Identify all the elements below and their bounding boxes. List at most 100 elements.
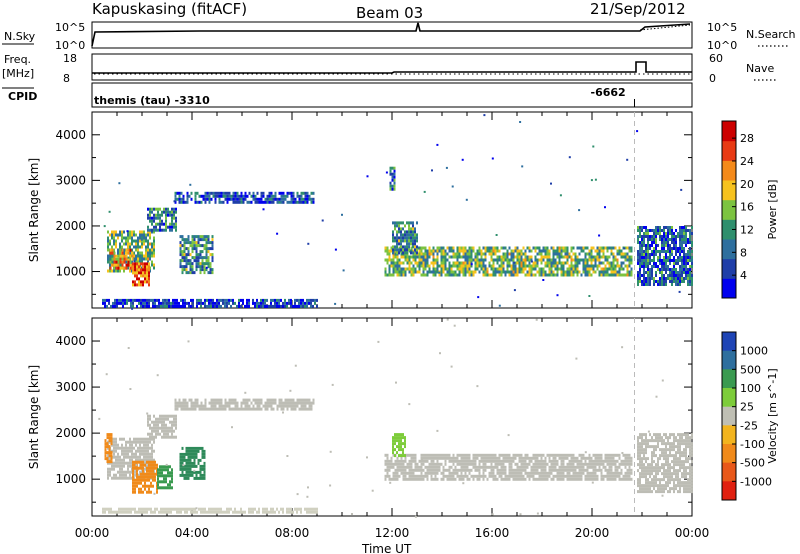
data-cell: [157, 429, 159, 433]
data-cell: [446, 477, 449, 481]
data-cell: [420, 474, 423, 478]
data-cell: [146, 460, 148, 464]
data-cell: [681, 241, 683, 244]
data-cell: [161, 474, 163, 478]
data-cell: [480, 474, 483, 478]
data-cell: [558, 246, 561, 250]
data-cell: [121, 470, 123, 474]
data-cell: [262, 298, 264, 302]
data-cell: [643, 472, 645, 476]
data-cell: [524, 267, 527, 271]
data-cell: [661, 442, 663, 446]
data-cell: [402, 236, 404, 240]
data-cell: [673, 256, 675, 259]
data-cell: [396, 264, 399, 268]
data-cell: [434, 456, 437, 460]
data-cell: [540, 267, 543, 271]
data-cell: [552, 456, 555, 460]
data-cell: [661, 244, 663, 247]
data-cell: [290, 404, 293, 408]
data-cell: [131, 260, 133, 264]
data-cell: [665, 262, 667, 265]
data-cell: [142, 262, 144, 266]
data-cell: [147, 449, 149, 453]
data-cell: [464, 468, 467, 472]
data-cell: [434, 273, 437, 277]
data-cell: [151, 248, 153, 252]
data-cell: [183, 241, 186, 245]
data-cell: [643, 226, 645, 229]
data-cell: [148, 262, 150, 266]
data-cell: [290, 301, 292, 305]
data-cell: [408, 453, 411, 457]
data-cell: [153, 414, 155, 418]
data-cell: [681, 226, 683, 229]
data-cell: [396, 258, 399, 262]
data-cell: [645, 466, 647, 470]
data-cell: [274, 301, 276, 305]
data-cell: [140, 487, 142, 491]
data-cell: [256, 191, 259, 195]
data-cell: [171, 474, 173, 478]
data-cell: [173, 213, 175, 217]
data-cell: [185, 241, 188, 245]
data-cell: [145, 257, 147, 261]
data-cell: [568, 468, 571, 472]
data-cell: [304, 401, 307, 405]
data-cell: [542, 270, 545, 274]
data-cell: [133, 257, 135, 261]
data-cell: [392, 436, 394, 440]
data-cell: [538, 477, 541, 481]
data-cell: [181, 256, 184, 260]
data-cell: [406, 230, 408, 234]
data-cell: [528, 246, 531, 250]
data-cell: [558, 468, 561, 472]
data-cell: [220, 407, 223, 411]
data-cell: [673, 439, 675, 443]
data-cell: [123, 455, 125, 459]
data-cell: [302, 404, 305, 408]
data-cell: [396, 251, 398, 255]
data-cell: [641, 265, 643, 268]
data-cell: [153, 266, 155, 270]
data-cell: [141, 239, 143, 243]
data-cell: [544, 252, 547, 256]
data-cell: [386, 453, 389, 457]
data-cell: [518, 261, 521, 265]
data-cell: [474, 474, 477, 478]
data-cell: [203, 238, 206, 242]
data-cell: [540, 258, 543, 262]
data-cell: [685, 259, 687, 262]
data-cell: [111, 245, 113, 249]
data-cell: [480, 252, 483, 256]
data-cell: [234, 197, 237, 201]
data-cell: [628, 471, 631, 475]
data-cell: [494, 258, 497, 262]
data-cell: [653, 448, 655, 452]
data-cell: [598, 258, 601, 262]
data-cell: [472, 453, 475, 457]
data-cell: [637, 463, 639, 467]
data-cell: [677, 490, 679, 494]
data-cell: [514, 246, 517, 250]
data-cell: [424, 471, 427, 475]
data-cell: [181, 238, 184, 242]
data-cell: [418, 252, 421, 256]
data-cell: [125, 470, 127, 474]
data-cell: [123, 251, 125, 255]
data-cell: [432, 264, 435, 268]
data-cell: [436, 249, 439, 253]
data-cell: [683, 232, 685, 235]
data-cell: [641, 241, 643, 244]
data-cell: [516, 462, 519, 466]
data-cell: [647, 472, 649, 476]
data-cell: [146, 262, 148, 266]
data-cell: [637, 484, 639, 488]
data-cell: [141, 458, 143, 462]
data-cell: [201, 268, 204, 272]
data-cell: [148, 298, 150, 302]
data-cell: [572, 453, 575, 457]
data-cell: [546, 258, 549, 262]
data-cell: [442, 255, 445, 259]
data-cell: [683, 238, 685, 241]
